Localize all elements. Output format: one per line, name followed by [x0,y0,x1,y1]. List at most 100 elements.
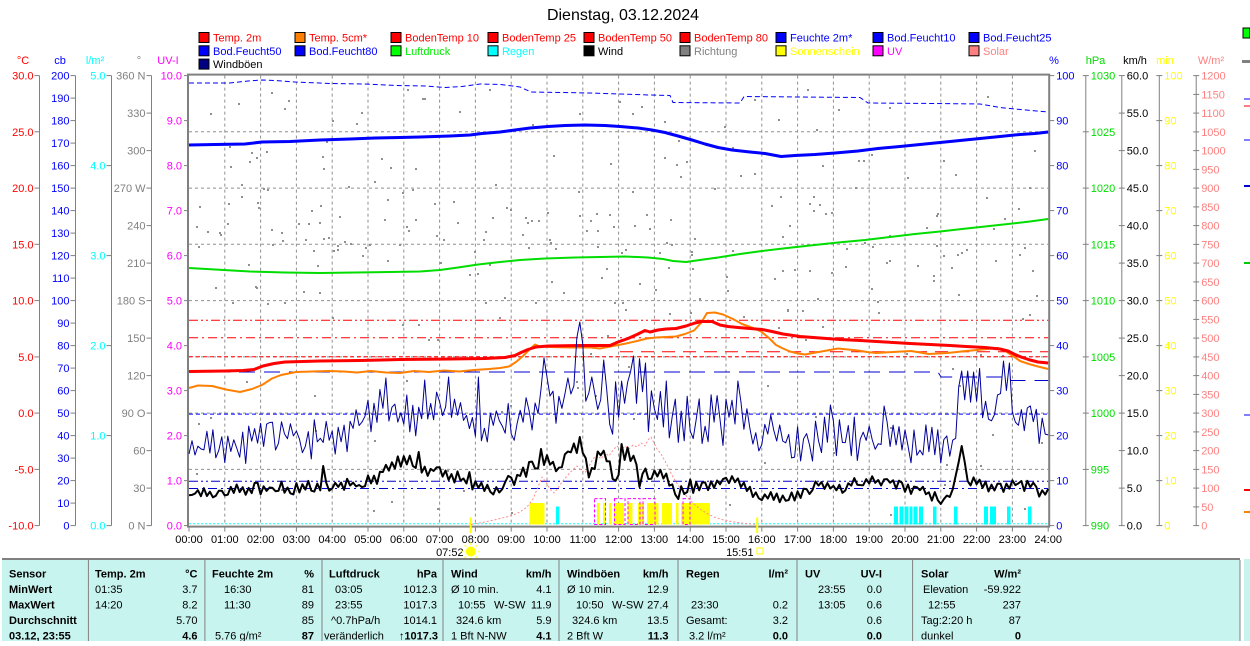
svg-text:8.0: 8.0 [167,161,182,173]
svg-text:85: 85 [302,615,314,627]
svg-text:850: 850 [1201,202,1219,214]
svg-text:02:00: 02:00 [247,534,275,546]
svg-text:Elevation: Elevation [923,584,968,596]
svg-text:12.9: 12.9 [647,584,668,596]
svg-text:Regen: Regen [686,569,720,581]
svg-text:150: 150 [1201,464,1219,476]
svg-text:60.0: 60.0 [1127,71,1148,83]
svg-text:5.0: 5.0 [18,352,33,364]
svg-text:W-SW: W-SW [612,600,644,612]
svg-text:4.1: 4.1 [536,631,551,642]
svg-text:240: 240 [127,221,145,233]
svg-text:50.0: 50.0 [1127,146,1148,158]
svg-text:1025: 1025 [1091,127,1115,139]
svg-text:80: 80 [1164,161,1176,173]
svg-text:0.6: 0.6 [867,600,882,612]
svg-text:3.2: 3.2 [773,615,788,627]
svg-text:Durchschnitt: Durchschnitt [9,615,77,627]
svg-text:7.0: 7.0 [167,206,182,218]
svg-text:300: 300 [127,146,145,158]
svg-text:11:00: 11:00 [569,534,596,546]
svg-text:1000: 1000 [1091,408,1115,420]
svg-text:Luftdruck: Luftdruck [405,46,451,58]
svg-text:13:00: 13:00 [641,534,669,546]
svg-text:Luftdruck: Luftdruck [329,569,381,581]
svg-text:06:00: 06:00 [390,534,418,546]
svg-text:07:52: 07:52 [436,547,464,559]
svg-text:1.0: 1.0 [90,431,105,443]
svg-text:5.0: 5.0 [1127,483,1142,495]
svg-text:0 N: 0 N [128,521,145,533]
svg-text:4.1: 4.1 [536,584,551,596]
svg-text:1150: 1150 [1201,89,1225,101]
svg-text:13.5: 13.5 [647,615,668,627]
svg-text:3.0: 3.0 [90,251,105,263]
svg-text:0.0: 0.0 [867,584,882,596]
svg-text:150: 150 [127,333,145,345]
svg-text:16:00: 16:00 [748,534,776,546]
svg-text:13:05: 13:05 [818,600,846,612]
svg-text:%: % [1049,55,1059,67]
svg-text:4.0: 4.0 [90,161,105,173]
svg-text:1010: 1010 [1091,296,1115,308]
svg-text:90: 90 [1164,116,1176,128]
svg-text:1015: 1015 [1091,239,1115,251]
svg-text:60: 60 [57,386,69,398]
svg-text:0.2: 0.2 [773,600,788,612]
svg-text:Wind: Wind [451,569,478,581]
svg-text:27.4: 27.4 [647,600,668,612]
svg-text:1050: 1050 [1201,127,1225,139]
svg-text:87: 87 [302,631,314,642]
svg-text:40: 40 [1056,341,1068,353]
svg-text:hPa: hPa [417,569,438,581]
svg-text:20.0: 20.0 [1127,371,1148,383]
svg-text:100: 100 [1201,483,1219,495]
svg-text:12:55: 12:55 [928,600,956,612]
svg-text:00:00: 00:00 [175,534,203,546]
svg-text:1200: 1200 [1201,71,1225,83]
svg-text:990: 990 [1091,521,1109,533]
svg-text:04:00: 04:00 [318,534,346,546]
svg-text:Sonnenschein: Sonnenschein [790,46,860,58]
svg-text:Sensor: Sensor [9,569,47,581]
svg-text:40.0: 40.0 [1127,221,1148,233]
svg-text:324.6 km: 324.6 km [456,615,501,627]
svg-text:50: 50 [1056,296,1068,308]
svg-text:55.0: 55.0 [1127,108,1148,120]
svg-text:23:55: 23:55 [818,584,846,596]
svg-text:Windböen: Windböen [213,59,263,71]
svg-text:↑1017.3: ↑1017.3 [399,631,438,642]
svg-text:81: 81 [302,584,314,596]
svg-text:Wind: Wind [598,46,623,58]
svg-text:03:05: 03:05 [335,584,363,596]
svg-text:30: 30 [133,483,145,495]
svg-text:700: 700 [1201,258,1219,270]
svg-text:veränderlich: veränderlich [324,631,384,642]
svg-text:%: % [304,569,314,581]
svg-text:995: 995 [1091,464,1109,476]
svg-text:UV: UV [805,569,821,581]
svg-text:0.0: 0.0 [773,631,788,642]
svg-text:35.0: 35.0 [1127,258,1148,270]
svg-text:8.2: 8.2 [182,600,197,612]
svg-text:14:20: 14:20 [95,600,123,612]
svg-text:100: 100 [1056,71,1074,83]
svg-text:237: 237 [1003,600,1021,612]
svg-text:5.70: 5.70 [176,615,197,627]
svg-text:45.0: 45.0 [1127,183,1148,195]
svg-text:W-SW: W-SW [494,600,526,612]
svg-text:190: 190 [51,93,69,105]
svg-text:9.0: 9.0 [167,116,182,128]
svg-text:0: 0 [1201,521,1207,533]
svg-text:10: 10 [1056,476,1068,488]
svg-text:750: 750 [1201,239,1219,251]
svg-text:09:00: 09:00 [497,534,525,546]
svg-text:110: 110 [52,273,70,285]
svg-text:40: 40 [1164,341,1176,353]
svg-text:0.0: 0.0 [867,631,882,642]
svg-text:50: 50 [1164,296,1176,308]
svg-text:Windböen: Windböen [567,569,620,581]
svg-text:BodenTemp 50: BodenTemp 50 [598,33,672,45]
svg-text:90: 90 [1056,116,1068,128]
svg-text:30.0: 30.0 [12,71,33,83]
